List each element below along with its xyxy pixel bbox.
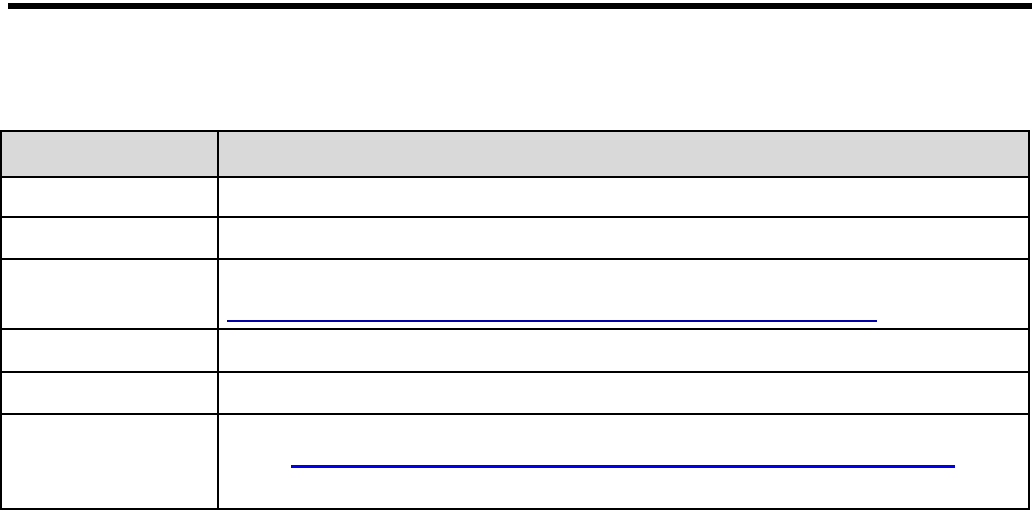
row-value-cell [219, 330, 1028, 371]
row-label-cell [2, 178, 219, 216]
row-label-cell [2, 415, 219, 508]
row-value-cell [219, 218, 1028, 258]
header-cell-left [2, 132, 219, 176]
table-row [2, 178, 1028, 218]
empty-hyperlink-underline[interactable] [227, 320, 877, 322]
row-label-cell [2, 218, 219, 258]
table-row [2, 415, 1028, 508]
row-value-cell [219, 178, 1028, 216]
row-label-cell [2, 373, 219, 413]
row-label-cell [2, 260, 219, 328]
table-row [2, 218, 1028, 260]
empty-hyperlink-underline[interactable] [291, 465, 955, 468]
table-row [2, 330, 1028, 373]
table-row [2, 373, 1028, 415]
row-value-cell [219, 415, 1028, 508]
horizontal-rule [8, 3, 1032, 9]
table-header-row [2, 132, 1028, 178]
document-table [0, 130, 1030, 510]
table-row [2, 260, 1028, 330]
row-value-cell [219, 373, 1028, 413]
row-label-cell [2, 330, 219, 371]
row-value-cell [219, 260, 1028, 328]
header-cell-right [219, 132, 1028, 176]
